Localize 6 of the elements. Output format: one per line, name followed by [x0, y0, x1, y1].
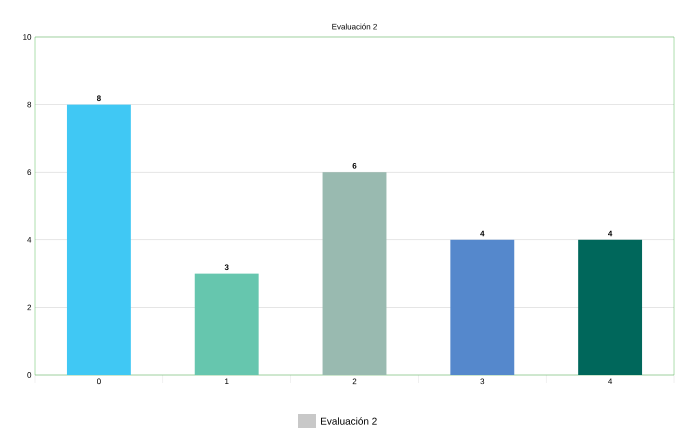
text: Evaluación 2: [321, 417, 377, 425]
bar: [450, 240, 514, 375]
bar: [578, 240, 642, 375]
bar: [322, 172, 386, 375]
bar: [194, 274, 259, 375]
bar: [66, 104, 131, 375]
